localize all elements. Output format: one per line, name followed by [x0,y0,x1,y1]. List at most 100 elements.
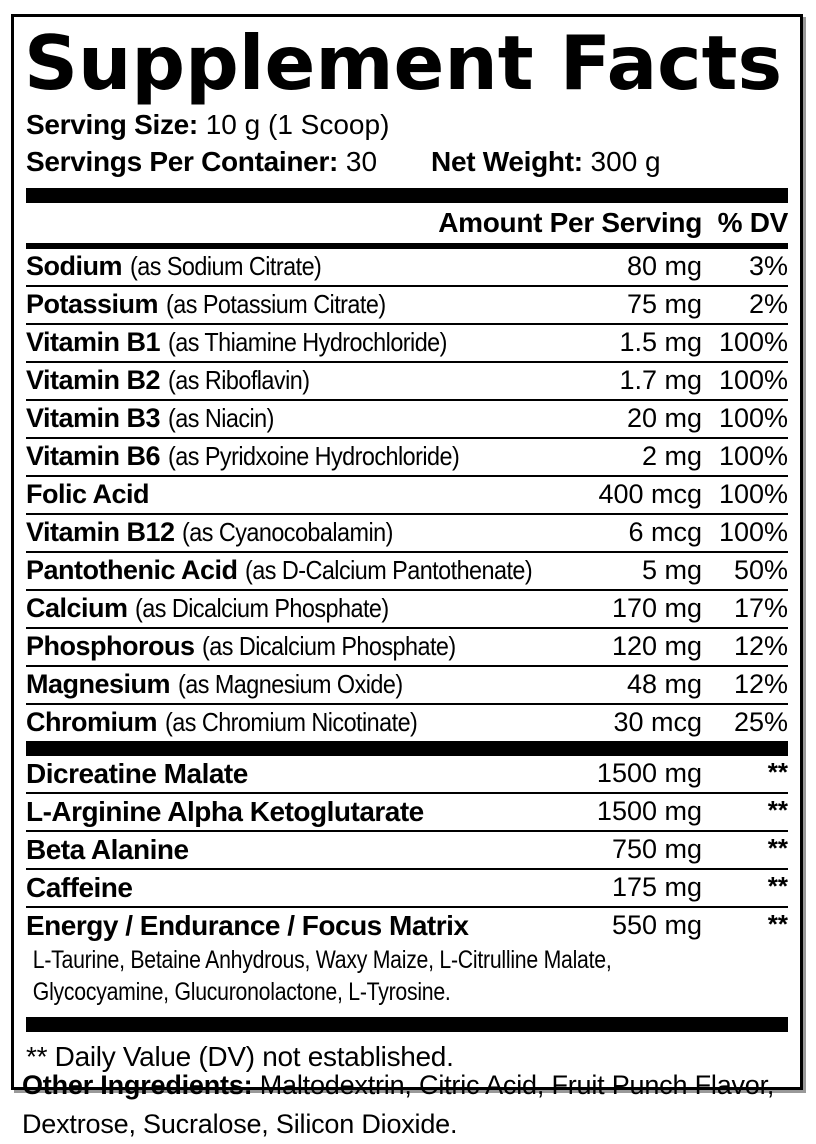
blend-dv: ** [767,832,788,863]
separator-bar-thick-middle [26,740,788,756]
nutrient-amount: 48 mg [626,669,702,700]
blend-row: L-Arginine Alpha Ketoglutarate 1500 mg *… [26,791,788,830]
nutrient-row: Vitamin B3 (as Niacin) 20 mg 100% [26,398,788,437]
blend-sub-ingredients: L-Taurine, Betaine Anhydrous, Waxy Maize… [32,945,612,1007]
nutrient-dv: 17% [733,593,788,624]
blend-amount: 1500 mg [596,796,702,827]
nutrient-dv: 100% [718,517,788,548]
nutrient-dv: 2% [748,289,788,320]
separator-bar-thick-bottom [26,1016,788,1032]
nutrient-form: (as Thiamine Hydrochloride) [167,327,447,358]
nutrient-form: (as Cyanocobalamin) [182,517,393,548]
nutrient-row: Pantothenic Acid (as D-Calcium Pantothen… [26,550,788,589]
panel-title: Supplement Facts [24,19,783,107]
nutrient-name: Chromium [26,707,158,738]
nutrient-form: (as Magnesium Oxide) [177,669,403,700]
blend-dv: ** [767,870,788,901]
blend-row: Caffeine 175 mg ** [26,867,788,906]
nutrient-row: Magnesium (as Magnesium Oxide) 48 mg 12% [26,664,788,703]
nutrient-name: Vitamin B6 [26,441,161,472]
nutrient-name: Vitamin B12 [26,517,175,548]
nutrient-amount: 75 mg [626,289,702,320]
nutrient-amount: 5 mg [641,555,702,586]
dv-footnote: ** Daily Value (DV) not established. [26,1040,454,1072]
nutrient-name: Calcium [26,593,128,624]
nutrient-rows: Sodium (as Sodium Citrate) 80 mg 3% Pota… [26,249,788,741]
blend-name: L-Arginine Alpha Ketoglutarate [26,795,424,827]
blend-amount: 175 mg [611,872,702,903]
nutrient-name: Vitamin B1 [26,327,161,358]
other-ingredients-text: Maltodextrin, Citric Acid, Fruit Punch F… [22,1070,775,1140]
blend-dv: ** [767,794,788,825]
nutrient-dv: 25% [733,707,788,738]
nutrient-name-cell: Chromium (as Chromium Nicotinate) [26,708,572,736]
nutrient-name: Magnesium [26,669,171,700]
nutrient-name-cell: Vitamin B3 (as Niacin) [26,404,572,432]
nutrient-name: Phosphorous [26,631,195,662]
blend-amount: 1500 mg [596,758,702,789]
blend-dv: ** [767,756,788,787]
separator-bar-thick-top [26,187,788,203]
nutrient-dv: 50% [733,555,788,586]
nutrient-name: Pantothenic Acid [26,555,238,586]
nutrient-dv: 3% [748,251,788,282]
nutrient-name: Potassium [26,289,159,320]
nutrient-amount: 20 mg [626,403,702,434]
other-ingredients: Other Ingredients: Maltodextrin, Citric … [22,1066,802,1144]
nutrient-name-cell: Phosphorous (as Dicalcium Phosphate) [26,632,572,660]
nutrient-name-cell: Vitamin B12 (as Cyanocobalamin) [26,518,572,546]
nutrient-form: (as Pyridxoine Hydrochloride) [167,441,460,472]
nutrient-dv: 100% [718,479,788,510]
net-weight-value: 300 g [590,145,661,177]
nutrient-amount: 30 mcg [613,707,702,738]
blend-name-cell: Beta Alanine [26,835,572,864]
nutrient-amount: 80 mg [626,251,702,282]
nutrient-name: Vitamin B3 [26,403,161,434]
blend-amount: 750 mg [611,834,702,865]
nutrient-form: (as Dicalcium Phosphate) [135,593,389,624]
nutrient-form: (as Riboflavin) [167,365,310,396]
nutrient-amount: 1.7 mg [619,365,702,396]
nutrient-name: Vitamin B2 [26,365,161,396]
servings-netweight-line: Servings Per Container: 30 Net Weight: 3… [26,145,788,178]
net-weight: Net Weight: 300 g [431,145,661,178]
column-header-row: Amount Per Serving % DV [26,203,788,243]
servings-value: 30 [345,145,378,177]
blend-name-cell: Caffeine [26,873,572,902]
nutrient-row: Sodium (as Sodium Citrate) 80 mg 3% [26,249,788,285]
nutrient-amount: 6 mcg [628,517,702,548]
nutrient-name: Folic Acid [26,479,150,510]
nutrient-amount: 170 mg [611,593,702,624]
blend-name: Beta Alanine [26,833,189,865]
servings-per-container: Servings Per Container: 30 [26,145,377,178]
nutrient-row: Phosphorous (as Dicalcium Phosphate) 120… [26,626,788,665]
nutrient-form: (as Niacin) [167,403,274,434]
blend-rows: Dicreatine Malate 1500 mg ** L-Arginine … [26,756,788,1017]
blend-name-cell: L-Arginine Alpha Ketoglutarate [26,797,572,826]
nutrient-name-cell: Pantothenic Acid (as D-Calcium Pantothen… [26,556,572,584]
nutrient-dv: 12% [733,631,788,662]
nutrient-dv: 100% [718,365,788,396]
nutrient-row: Vitamin B12 (as Cyanocobalamin) 6 mcg 10… [26,512,788,551]
nutrient-name-cell: Potassium (as Potassium Citrate) [26,290,572,318]
blend-row: Dicreatine Malate 1500 mg ** [26,756,788,792]
nutrient-row: Vitamin B2 (as Riboflavin) 1.7 mg 100% [26,360,788,399]
nutrient-dv: 100% [718,441,788,472]
blend-name: Dicreatine Malate [26,757,248,789]
nutrient-row: Calcium (as Dicalcium Phosphate) 170 mg … [26,588,788,627]
nutrient-name-cell: Magnesium (as Magnesium Oxide) [26,670,572,698]
nutrient-row: Vitamin B1 (as Thiamine Hydrochloride) 1… [26,322,788,361]
nutrient-amount: 120 mg [611,631,702,662]
supplement-facts-panel: Supplement Facts Serving Size: 10 g (1 S… [11,14,803,1090]
nutrient-row: Folic Acid 400 mcg 100% [26,474,788,513]
servings-label: Servings Per Container: [26,145,339,177]
separator-bar-medium [26,242,788,249]
nutrient-dv: 100% [718,327,788,358]
nutrient-amount: 1.5 mg [619,327,702,358]
blend-name: Energy / Endurance / Focus Matrix [26,909,469,941]
other-ingredients-label: Other Ingredients: [22,1070,253,1100]
nutrient-row: Potassium (as Potassium Citrate) 75 mg 2… [26,284,788,323]
blend-name: Caffeine [26,871,133,903]
blend-row: Energy / Endurance / Focus Matrix 550 mg… [26,905,788,944]
nutrient-amount: 400 mcg [598,479,702,510]
